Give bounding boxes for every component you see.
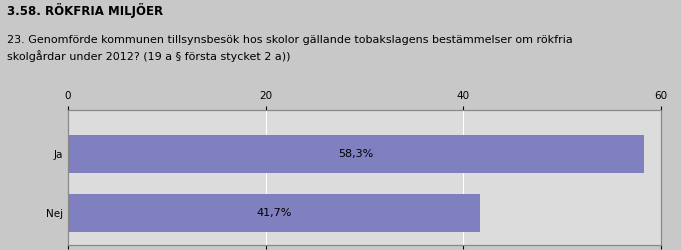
Bar [68,194,480,232]
Text: 3.58. RÖKFRIA MILJÖER: 3.58. RÖKFRIA MILJÖER [7,2,163,18]
Text: 23. Genomförde kommunen tillsynsbesök hos skolor gällande tobakslagens bestämmel: 23. Genomförde kommunen tillsynsbesök ho… [7,35,573,62]
Text: 58,3%: 58,3% [338,149,374,159]
Bar [68,135,644,173]
Text: 41,7%: 41,7% [256,208,291,218]
